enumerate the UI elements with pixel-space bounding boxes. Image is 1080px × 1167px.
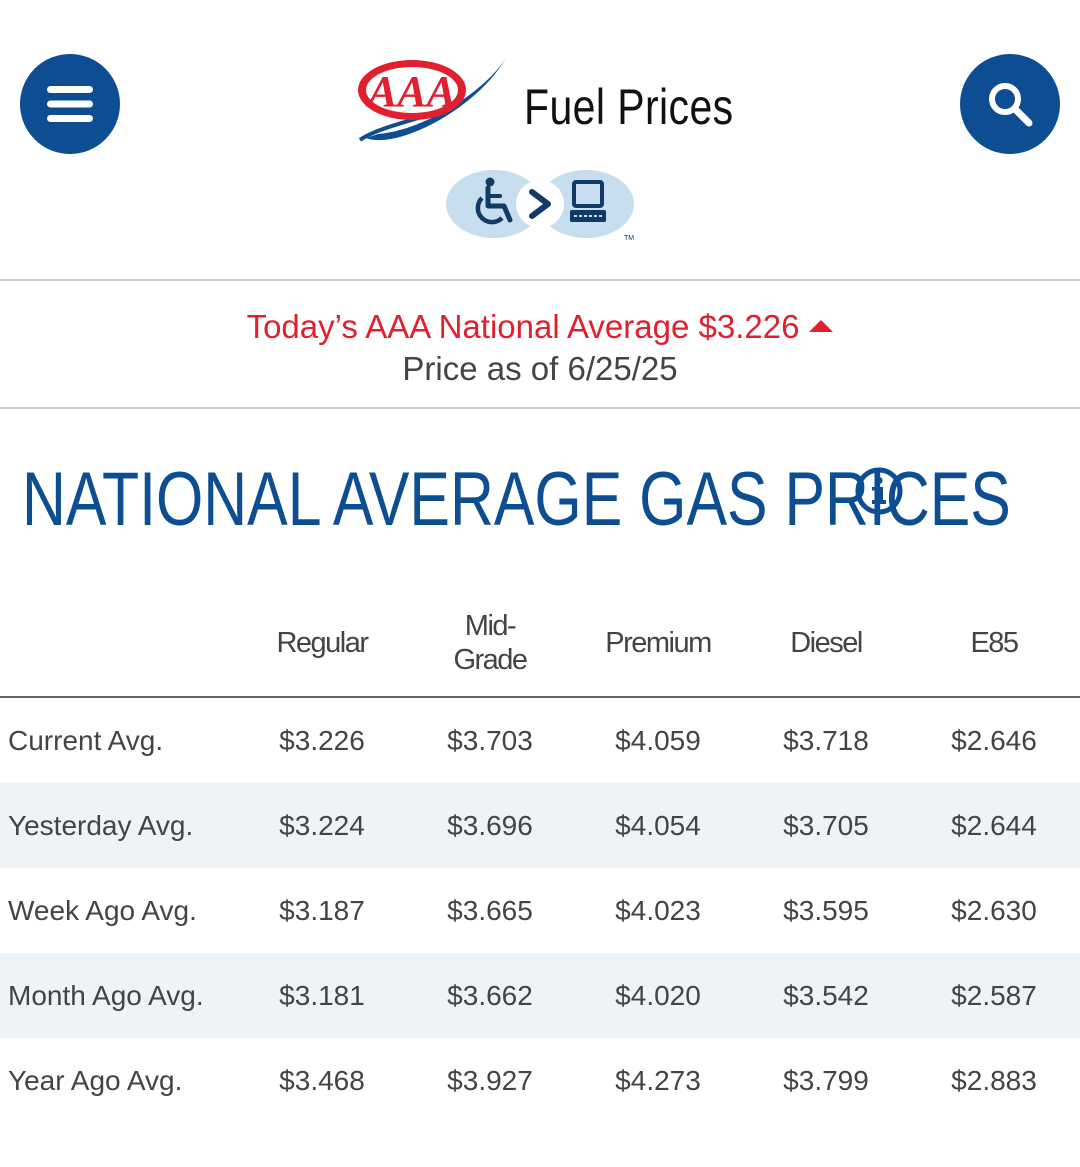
row-label: Month Ago Avg. xyxy=(8,979,204,1011)
price-cell-premium: $4.020 xyxy=(615,979,701,1011)
price-cell-regular: $3.187 xyxy=(279,894,365,926)
page-title: Fuel Prices xyxy=(524,79,734,135)
price-cell-regular: $3.226 xyxy=(279,724,365,756)
price-cell-diesel: $3.799 xyxy=(783,1064,869,1096)
price-cell-mid-grade: $3.703 xyxy=(447,724,533,756)
price-cell-regular: $3.224 xyxy=(279,809,365,841)
brand[interactable]: AAA Fuel Prices xyxy=(356,50,780,150)
trend-up-icon xyxy=(809,320,834,332)
banner-divider xyxy=(0,407,1080,409)
column-header-regular: Regular xyxy=(276,627,369,659)
menu-button[interactable] xyxy=(20,54,120,154)
hamburger-menu-icon xyxy=(47,86,93,122)
table-header: Regular Mid- Grade Premium Diesel E85 xyxy=(0,590,1080,698)
price-cell-mid-grade: $3.927 xyxy=(447,1064,533,1096)
table-row: Year Ago Avg. $3.468 $3.927 $4.273 $3.799 $2.… xyxy=(0,1038,1080,1123)
national-average-banner: Today’s AAA National Average $3.226 Pric… xyxy=(0,282,1080,408)
price-cell-mid-grade: $3.665 xyxy=(447,894,533,926)
column-header-premium: Premium xyxy=(605,627,712,659)
search-icon xyxy=(989,83,1033,127)
price-cell-regular: $3.468 xyxy=(279,1064,365,1096)
column-header-diesel: Diesel xyxy=(790,627,863,659)
row-label: Current Avg. xyxy=(8,724,164,756)
logo-text: AAA xyxy=(365,67,456,116)
price-cell-premium: $4.054 xyxy=(615,809,701,841)
table-row: Month Ago Avg. $3.181 $3.662 $4.020 $3.542 $2… xyxy=(0,953,1080,1038)
price-as-of-text: Price as of 6/25/25 xyxy=(402,350,678,387)
column-header-e85: E85 xyxy=(970,627,1019,659)
price-cell-diesel: $3.595 xyxy=(783,894,869,926)
table-row: Current Avg. $3.226 $3.703 $4.059 $3.718 $2.6… xyxy=(0,698,1080,783)
price-cell-premium: $4.023 xyxy=(615,894,701,926)
table-body: Current Avg. $3.226 $3.703 $4.059 $3.718 $2.6… xyxy=(0,698,1080,1123)
gas-price-table: Regular Mid- Grade Premium Diesel E85 Curren… xyxy=(0,590,1080,1123)
header-divider xyxy=(0,279,1080,281)
row-label: Week Ago Avg. xyxy=(8,894,197,926)
price-cell-e85: $2.646 xyxy=(951,724,1037,756)
aaa-logo: AAA xyxy=(358,58,506,142)
table-row: Week Ago Avg. $3.187 $3.665 $4.023 $3.595 $2.… xyxy=(0,868,1080,953)
info-icon[interactable] xyxy=(854,466,904,516)
price-cell-regular: $3.181 xyxy=(279,979,365,1011)
site-header: AAA Fuel Prices TM xyxy=(0,0,1080,280)
price-cell-diesel: $3.718 xyxy=(783,724,869,756)
table-row: Yesterday Avg. $3.224 $3.696 $4.054 $3.705 $2… xyxy=(0,783,1080,868)
national-average-text: Today’s AAA National Average $3.226 xyxy=(246,308,800,345)
row-label: Year Ago Avg. xyxy=(8,1064,183,1096)
price-cell-e85: $2.644 xyxy=(951,809,1037,841)
row-label: Yesterday Avg. xyxy=(8,809,194,841)
svg-text:TM: TM xyxy=(624,235,634,242)
price-cell-diesel: $3.705 xyxy=(783,809,869,841)
search-button[interactable] xyxy=(960,54,1060,154)
column-header-mid-grade: Mid- Grade xyxy=(453,610,528,676)
price-cell-mid-grade: $3.696 xyxy=(447,809,533,841)
price-cell-mid-grade: $3.662 xyxy=(447,979,533,1011)
section-title: NATIONAL AVERAGE GAS PRICES xyxy=(22,457,1011,542)
wheelchair-to-computer-icon[interactable]: TM xyxy=(446,168,638,244)
price-cell-premium: $4.273 xyxy=(615,1064,701,1096)
price-cell-e85: $2.630 xyxy=(951,894,1037,926)
price-cell-e85: $2.883 xyxy=(951,1064,1037,1096)
price-cell-premium: $4.059 xyxy=(615,724,701,756)
price-cell-e85: $2.587 xyxy=(951,979,1037,1011)
price-cell-diesel: $3.542 xyxy=(783,979,869,1011)
